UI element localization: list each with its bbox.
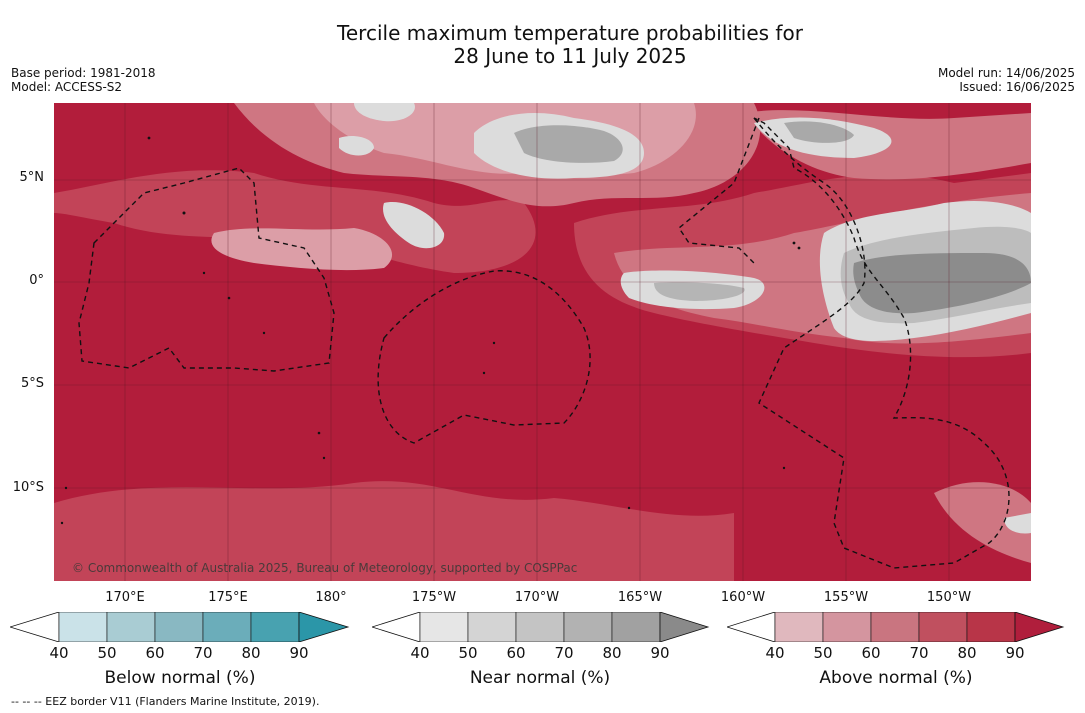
cbar-below-seg-1: [58, 612, 108, 642]
cbar-above-seg-0: [727, 612, 776, 642]
colorbar-above-normal: [727, 612, 1065, 642]
eez-west: [78, 167, 335, 372]
near-region-center-core: [654, 282, 745, 301]
tick-below-60: 60: [145, 644, 165, 662]
cbar-near-seg-1: [419, 612, 469, 642]
model-name: Model: ACCESS-S2: [11, 80, 123, 94]
colorbar-label-above: Above normal (%): [819, 668, 973, 688]
near-region-patch-1: [339, 136, 374, 156]
graticule: [54, 103, 1031, 581]
base-period: Base period: 1981-2018: [11, 66, 156, 80]
tick-above-60: 60: [861, 644, 881, 662]
tick-near-90: 90: [650, 644, 670, 662]
above-mid-se: [934, 482, 1031, 563]
cbar-below-seg-6: [298, 612, 350, 642]
tick-above-50: 50: [813, 644, 833, 662]
near-region-se: [1004, 513, 1031, 534]
map-title: Tercile maximum temperature probabilitie…: [0, 22, 1085, 68]
cbar-above-seg-1: [774, 612, 824, 642]
tick-above-70: 70: [909, 644, 929, 662]
tick-below-80: 80: [241, 644, 261, 662]
cbar-below-seg-0: [10, 612, 60, 642]
copyright-notice: © Commonwealth of Australia 2025, Bureau…: [72, 561, 578, 575]
tick-above-40: 40: [765, 644, 785, 662]
near-region-ne-core: [784, 121, 854, 143]
cbar-near-seg-0: [372, 612, 421, 642]
tick-near-70: 70: [554, 644, 574, 662]
near-region-top-left: [354, 103, 415, 122]
tick-near-50: 50: [458, 644, 478, 662]
model-run: Model run: 14/06/2025: [937, 66, 1075, 80]
cbar-below-seg-2: [106, 612, 156, 642]
title-line-1: Tercile maximum temperature probabilitie…: [337, 21, 803, 45]
tick-below-50: 50: [97, 644, 117, 662]
title-line-2: 28 June to 11 July 2025: [453, 44, 687, 68]
lon-label-170e: 170°E: [105, 590, 145, 605]
cbar-near-seg-4: [563, 612, 613, 642]
tick-near-40: 40: [410, 644, 430, 662]
near-region-north-core: [514, 125, 623, 163]
lon-label-160w: 160°W: [720, 590, 766, 605]
above-pale-mid: [211, 228, 393, 271]
tick-below-40: 40: [49, 644, 69, 662]
lat-label-5n: 5°N: [19, 170, 45, 185]
tick-below-90: 90: [289, 644, 309, 662]
colorbar-label-below: Below normal (%): [104, 668, 256, 688]
cbar-above-seg-4: [918, 612, 968, 642]
near-region-east-core: [853, 253, 1031, 314]
lon-label-170w: 170°W: [514, 590, 560, 605]
islands: [60, 136, 801, 525]
meta-left: Base period: 1981-2018 Model: ACCESS-S2: [11, 66, 156, 94]
tick-below-70: 70: [193, 644, 213, 662]
cbar-above-seg-2: [822, 612, 872, 642]
cbar-above-seg-6: [1014, 612, 1065, 642]
cbar-near-seg-5: [611, 612, 661, 642]
cbar-below-seg-5: [250, 612, 300, 642]
lat-label-5s: 5°S: [20, 376, 44, 391]
lon-label-165w: 165°W: [617, 590, 663, 605]
tick-above-90: 90: [1005, 644, 1025, 662]
cbar-near-seg-3: [515, 612, 565, 642]
cbar-above-seg-3: [870, 612, 920, 642]
colorbar-below-normal: [10, 612, 350, 642]
cbar-above-seg-5: [966, 612, 1016, 642]
tick-above-80: 80: [957, 644, 977, 662]
eez-footnote: -- -- -- EEZ border V11 (Flanders Marine…: [11, 695, 320, 708]
cbar-below-seg-4: [202, 612, 252, 642]
cbar-below-seg-3: [154, 612, 204, 642]
lon-label-155w: 155°W: [823, 590, 869, 605]
probability-map: © Commonwealth of Australia 2025, Bureau…: [54, 103, 1031, 581]
eez-borders: [78, 117, 1010, 569]
lon-label-180: 180°: [315, 590, 347, 605]
cbar-near-seg-2: [467, 612, 517, 642]
map-canvas: [54, 103, 1031, 581]
lon-label-175w: 175°W: [411, 590, 457, 605]
eez-central: [377, 270, 591, 444]
eez-north: [678, 117, 760, 264]
tick-near-60: 60: [506, 644, 526, 662]
meta-right: Model run: 14/06/2025 Issued: 16/06/2025: [938, 66, 1075, 94]
lon-label-150w: 150°W: [926, 590, 972, 605]
lat-label-0: 0°: [29, 273, 44, 288]
above-mid-south: [54, 481, 734, 581]
colorbar-label-near: Near normal (%): [469, 668, 611, 688]
issued-date: Issued: 16/06/2025: [959, 80, 1075, 94]
colorbar-near-normal: [372, 612, 710, 642]
cbar-near-seg-6: [659, 612, 710, 642]
lat-label-10s: 10°S: [12, 480, 44, 495]
lon-label-175e: 175°E: [208, 590, 248, 605]
eez-east: [753, 117, 1010, 569]
above-mid-west: [54, 170, 536, 273]
tick-near-80: 80: [602, 644, 622, 662]
near-region-patch-2: [383, 202, 445, 249]
